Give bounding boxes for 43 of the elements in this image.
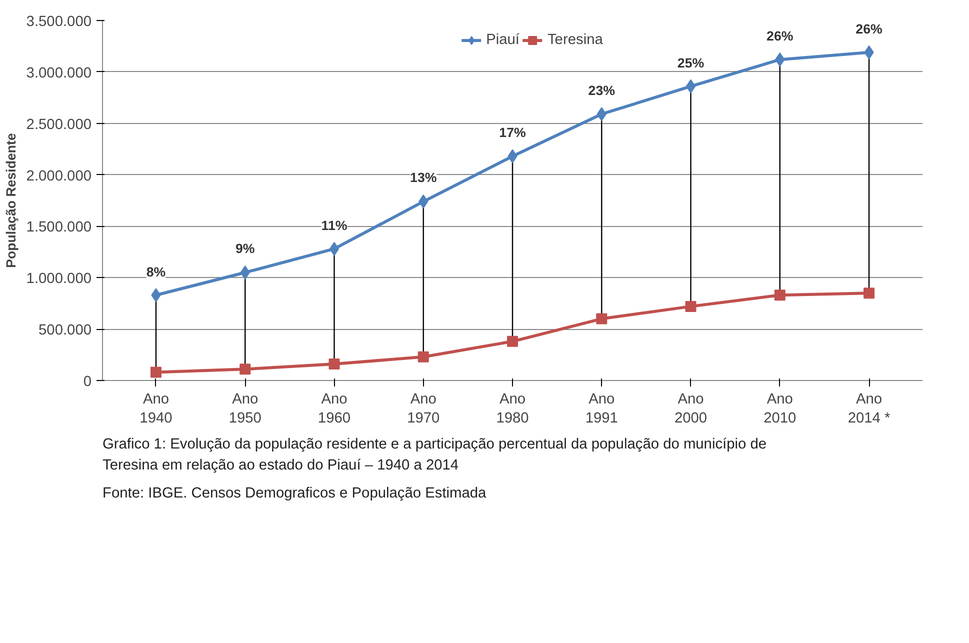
point xyxy=(774,290,786,301)
annotation: 17% xyxy=(499,124,526,140)
y-tick-label: 3.000.000 xyxy=(26,65,92,82)
source-note: Fonte: IBGE. Censos Demograficos e População Estimada xyxy=(102,486,488,502)
point xyxy=(240,364,251,375)
point xyxy=(864,288,875,299)
y-axis-title: População Residente xyxy=(3,133,18,268)
point xyxy=(418,351,429,362)
legend-label: Piauí xyxy=(486,32,520,48)
point xyxy=(686,79,696,94)
annotation: 26% xyxy=(766,28,794,44)
point xyxy=(328,358,340,370)
point xyxy=(507,336,518,347)
x-tick-label: Ano 1960 xyxy=(318,392,351,427)
y-tick-label: 500.000 xyxy=(38,322,92,339)
annotation: 23% xyxy=(588,82,616,98)
annotation: 11% xyxy=(321,218,348,234)
point xyxy=(240,266,250,280)
y-tick-label: 0 xyxy=(83,374,92,390)
annotation: 8% xyxy=(146,264,166,280)
x-tick-label: Ano 1950 xyxy=(228,392,262,427)
y-tick-label: 2.500.000 xyxy=(26,116,92,133)
y-tick-label: 3.500.000 xyxy=(26,14,92,30)
y-tick-label: 1.500.000 xyxy=(26,220,92,236)
point xyxy=(150,366,162,378)
x-tick-label: Ano 2010 xyxy=(764,392,796,427)
text: Grafico 1: Evolução da população residente e a participação percentual da população do município de Teresina em relação ao estado do Piauí – 1940 a 2014 xyxy=(102,436,767,474)
point xyxy=(329,242,340,256)
x-tick-label: Ano 1980 xyxy=(496,392,529,427)
x-tick-label: Ano 1970 xyxy=(407,392,440,427)
point xyxy=(596,313,608,324)
annotation: 25% xyxy=(677,56,704,71)
legend-label: Teresina xyxy=(547,32,603,48)
annotation: 13% xyxy=(410,170,437,186)
annotation: 26% xyxy=(856,22,883,37)
annotation: 9% xyxy=(235,241,255,256)
y-tick-label: 2.000.000 xyxy=(26,168,92,184)
x-tick-label: Ano 1991 xyxy=(585,392,618,427)
point xyxy=(685,300,696,312)
x-tick-label: Ano 2000 xyxy=(674,392,708,427)
x-tick-label: Ano 1940 xyxy=(140,392,172,427)
y-tick-label: 1.000.000 xyxy=(26,271,92,288)
x-tick-label: Ano 2014 * xyxy=(848,392,891,427)
